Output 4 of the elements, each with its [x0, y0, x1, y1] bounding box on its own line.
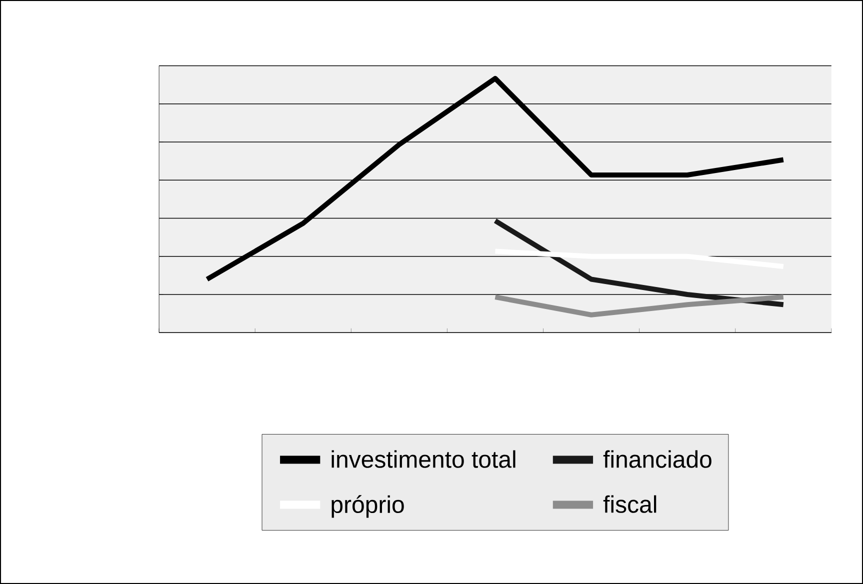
legend-label: fiscal: [603, 495, 656, 513]
legend-label: financiado: [603, 450, 712, 468]
legend-label: próprio: [332, 495, 404, 518]
legend-label: investimento total: [332, 450, 516, 468]
